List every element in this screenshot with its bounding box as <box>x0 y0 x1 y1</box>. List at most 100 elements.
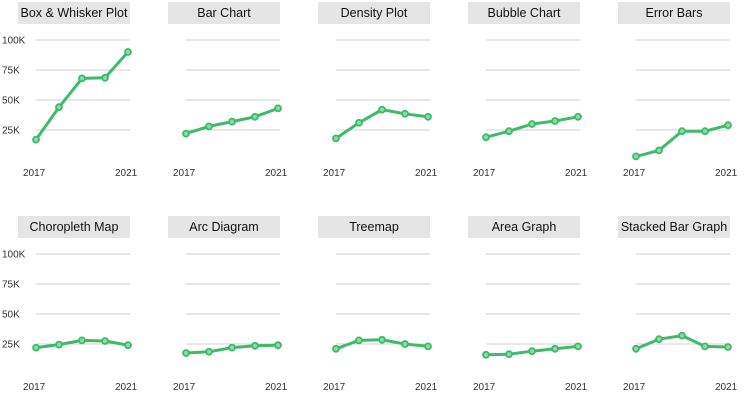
data-point <box>482 350 490 359</box>
data-point <box>355 336 363 345</box>
line-chart: 2017 2021 <box>623 39 738 179</box>
data-point <box>401 340 409 348</box>
data-point <box>182 349 190 357</box>
y-tick-label: 25K <box>2 126 20 137</box>
chart-title: Bubble Chart <box>468 2 580 24</box>
data-point <box>574 112 582 121</box>
line-chart: 2017 2021 <box>473 39 588 179</box>
line-chart: 2017 2021 <box>173 39 288 179</box>
series-line <box>34 50 130 142</box>
series-line <box>334 108 430 140</box>
data-point <box>205 347 213 356</box>
x-tick-label: 2021 <box>565 168 588 179</box>
x-tick-label: 2017 <box>173 382 196 393</box>
data-point <box>124 48 132 56</box>
data-point <box>332 344 340 353</box>
chart-title: Treemap <box>318 216 430 238</box>
data-point <box>251 112 259 121</box>
data-point <box>724 121 732 130</box>
y-tick-label: 100K <box>2 36 26 47</box>
x-tick-label: 2021 <box>115 168 138 179</box>
x-tick-label: 2021 <box>715 382 738 393</box>
x-tick-label: 2021 <box>415 382 438 393</box>
y-tick-label: 50K <box>2 310 20 321</box>
x-tick-label: 2021 <box>265 168 288 179</box>
chart-title: Area Graph <box>468 216 580 238</box>
x-tick-label: 2021 <box>565 382 588 393</box>
data-point <box>378 335 386 344</box>
y-tick-label: 50K <box>2 96 20 107</box>
chart-panel: Treemap 2017 2021 <box>318 214 458 404</box>
x-tick-label: 2017 <box>173 168 196 179</box>
chart-panel: Arc Diagram 2017 2021 <box>168 214 308 404</box>
chart-title: Choropleth Map <box>18 216 130 238</box>
x-tick-label: 2017 <box>23 382 46 393</box>
x-tick-label: 2017 <box>623 382 646 393</box>
data-point <box>701 342 709 351</box>
data-point <box>78 74 86 83</box>
chart-panel: Area Graph 2017 2021 <box>468 214 608 404</box>
data-point <box>482 133 490 142</box>
data-point <box>701 127 709 136</box>
data-point <box>678 331 686 340</box>
data-point <box>424 342 432 351</box>
data-point <box>332 134 340 143</box>
data-point <box>251 341 259 350</box>
line-chart: 2017 2021 <box>473 253 588 393</box>
x-tick-label: 2017 <box>23 168 46 179</box>
chart-panel: Bar Chart 2017 2021 <box>168 0 308 190</box>
data-point <box>378 105 386 114</box>
data-point <box>182 129 190 138</box>
data-point <box>678 127 686 136</box>
data-point <box>424 112 432 121</box>
line-chart: 2017 2021 <box>323 253 438 393</box>
data-point <box>55 340 63 349</box>
line-chart: 2017 2021 <box>323 39 438 179</box>
chart-title: Stacked Bar Graph <box>618 216 730 238</box>
data-point <box>101 337 109 345</box>
data-point <box>724 343 732 351</box>
data-point <box>655 335 663 344</box>
chart-title: Error Bars <box>618 2 730 24</box>
x-tick-label: 2021 <box>715 168 738 179</box>
x-tick-label: 2017 <box>323 382 346 393</box>
chart-title: Box & Whisker Plot <box>18 2 130 24</box>
data-point <box>78 336 86 345</box>
data-point <box>55 103 63 112</box>
data-point <box>551 344 559 353</box>
chart-title: Density Plot <box>318 2 430 24</box>
data-point <box>505 127 513 136</box>
data-point <box>101 73 109 82</box>
data-point <box>632 152 640 161</box>
data-point <box>355 118 363 127</box>
data-point <box>632 344 640 353</box>
data-point <box>124 341 132 350</box>
x-tick-label: 2017 <box>323 168 346 179</box>
data-point <box>274 104 282 113</box>
x-tick-label: 2017 <box>623 168 646 179</box>
line-chart: 2017 2021 <box>623 253 738 393</box>
data-point <box>655 146 663 155</box>
data-point <box>32 135 40 144</box>
chart-panel: Error Bars 2017 2021 <box>618 0 750 190</box>
chart-panel: Bubble Chart 2017 2021 <box>468 0 608 190</box>
data-point <box>505 350 513 359</box>
data-point <box>205 122 213 131</box>
y-tick-label: 75K <box>2 66 20 77</box>
x-tick-label: 2021 <box>265 382 288 393</box>
y-tick-label: 25K <box>2 340 20 351</box>
data-point <box>528 347 536 356</box>
chart-title: Bar Chart <box>168 2 280 24</box>
chart-panel: Density Plot 2017 2021 <box>318 0 458 190</box>
data-point <box>32 343 40 352</box>
x-tick-label: 2021 <box>415 168 438 179</box>
x-tick-label: 2021 <box>115 382 138 393</box>
line-chart: 100K 75K 50K 25K 2017 2021 <box>2 36 138 180</box>
data-point <box>551 117 559 125</box>
line-chart: 100K 75K 50K 25K 2017 2021 <box>2 250 138 394</box>
chart-title: Arc Diagram <box>168 216 280 238</box>
data-point <box>528 120 536 128</box>
chart-panel: Box & Whisker Plot 100K 75K 50K 25K 2017 2021 <box>0 0 140 190</box>
data-point <box>401 109 409 118</box>
